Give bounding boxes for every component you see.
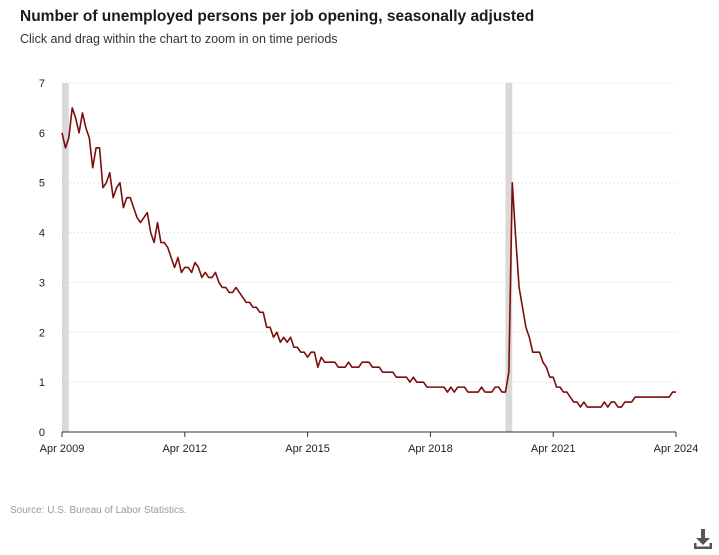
chart-title: Number of unemployed persons per job ope…: [20, 8, 535, 25]
y-tick-label: 4: [39, 228, 45, 240]
x-tick-label: Apr 2015: [285, 443, 330, 455]
y-tick-label: 2: [39, 327, 45, 339]
x-tick-label: Apr 2024: [654, 443, 699, 455]
y-tick-label: 6: [39, 128, 45, 140]
download-icon: [694, 529, 712, 549]
source-note: Source: U.S. Bureau of Labor Statistics.: [10, 505, 187, 516]
x-tick-label: Apr 2021: [531, 443, 576, 455]
axes: 0 1 2 3 4 5 6 7 Apr 2009 Apr 2012 Apr 2015 Apr 2018…: [39, 78, 698, 455]
recession-band: [505, 83, 513, 432]
x-tick-label: Apr 2012: [162, 443, 207, 455]
download-button[interactable]: [693, 528, 713, 550]
chart-subtitle: Click and drag within the chart to zoom …: [20, 32, 338, 46]
y-tick-label: 0: [39, 427, 45, 439]
x-tick-label: Apr 2018: [408, 443, 453, 455]
y-tick-label: 5: [39, 178, 45, 190]
recession-shading-layer: [62, 83, 513, 432]
x-tick-label: Apr 2009: [40, 443, 85, 455]
series-layer: [61, 107, 676, 408]
y-tick-label: 7: [39, 78, 45, 90]
series-line: [61, 107, 676, 408]
y-tick-label: 1: [39, 377, 45, 389]
gridlines: [62, 82, 676, 383]
recession-band: [62, 83, 69, 432]
y-tick-label: 3: [39, 277, 45, 289]
